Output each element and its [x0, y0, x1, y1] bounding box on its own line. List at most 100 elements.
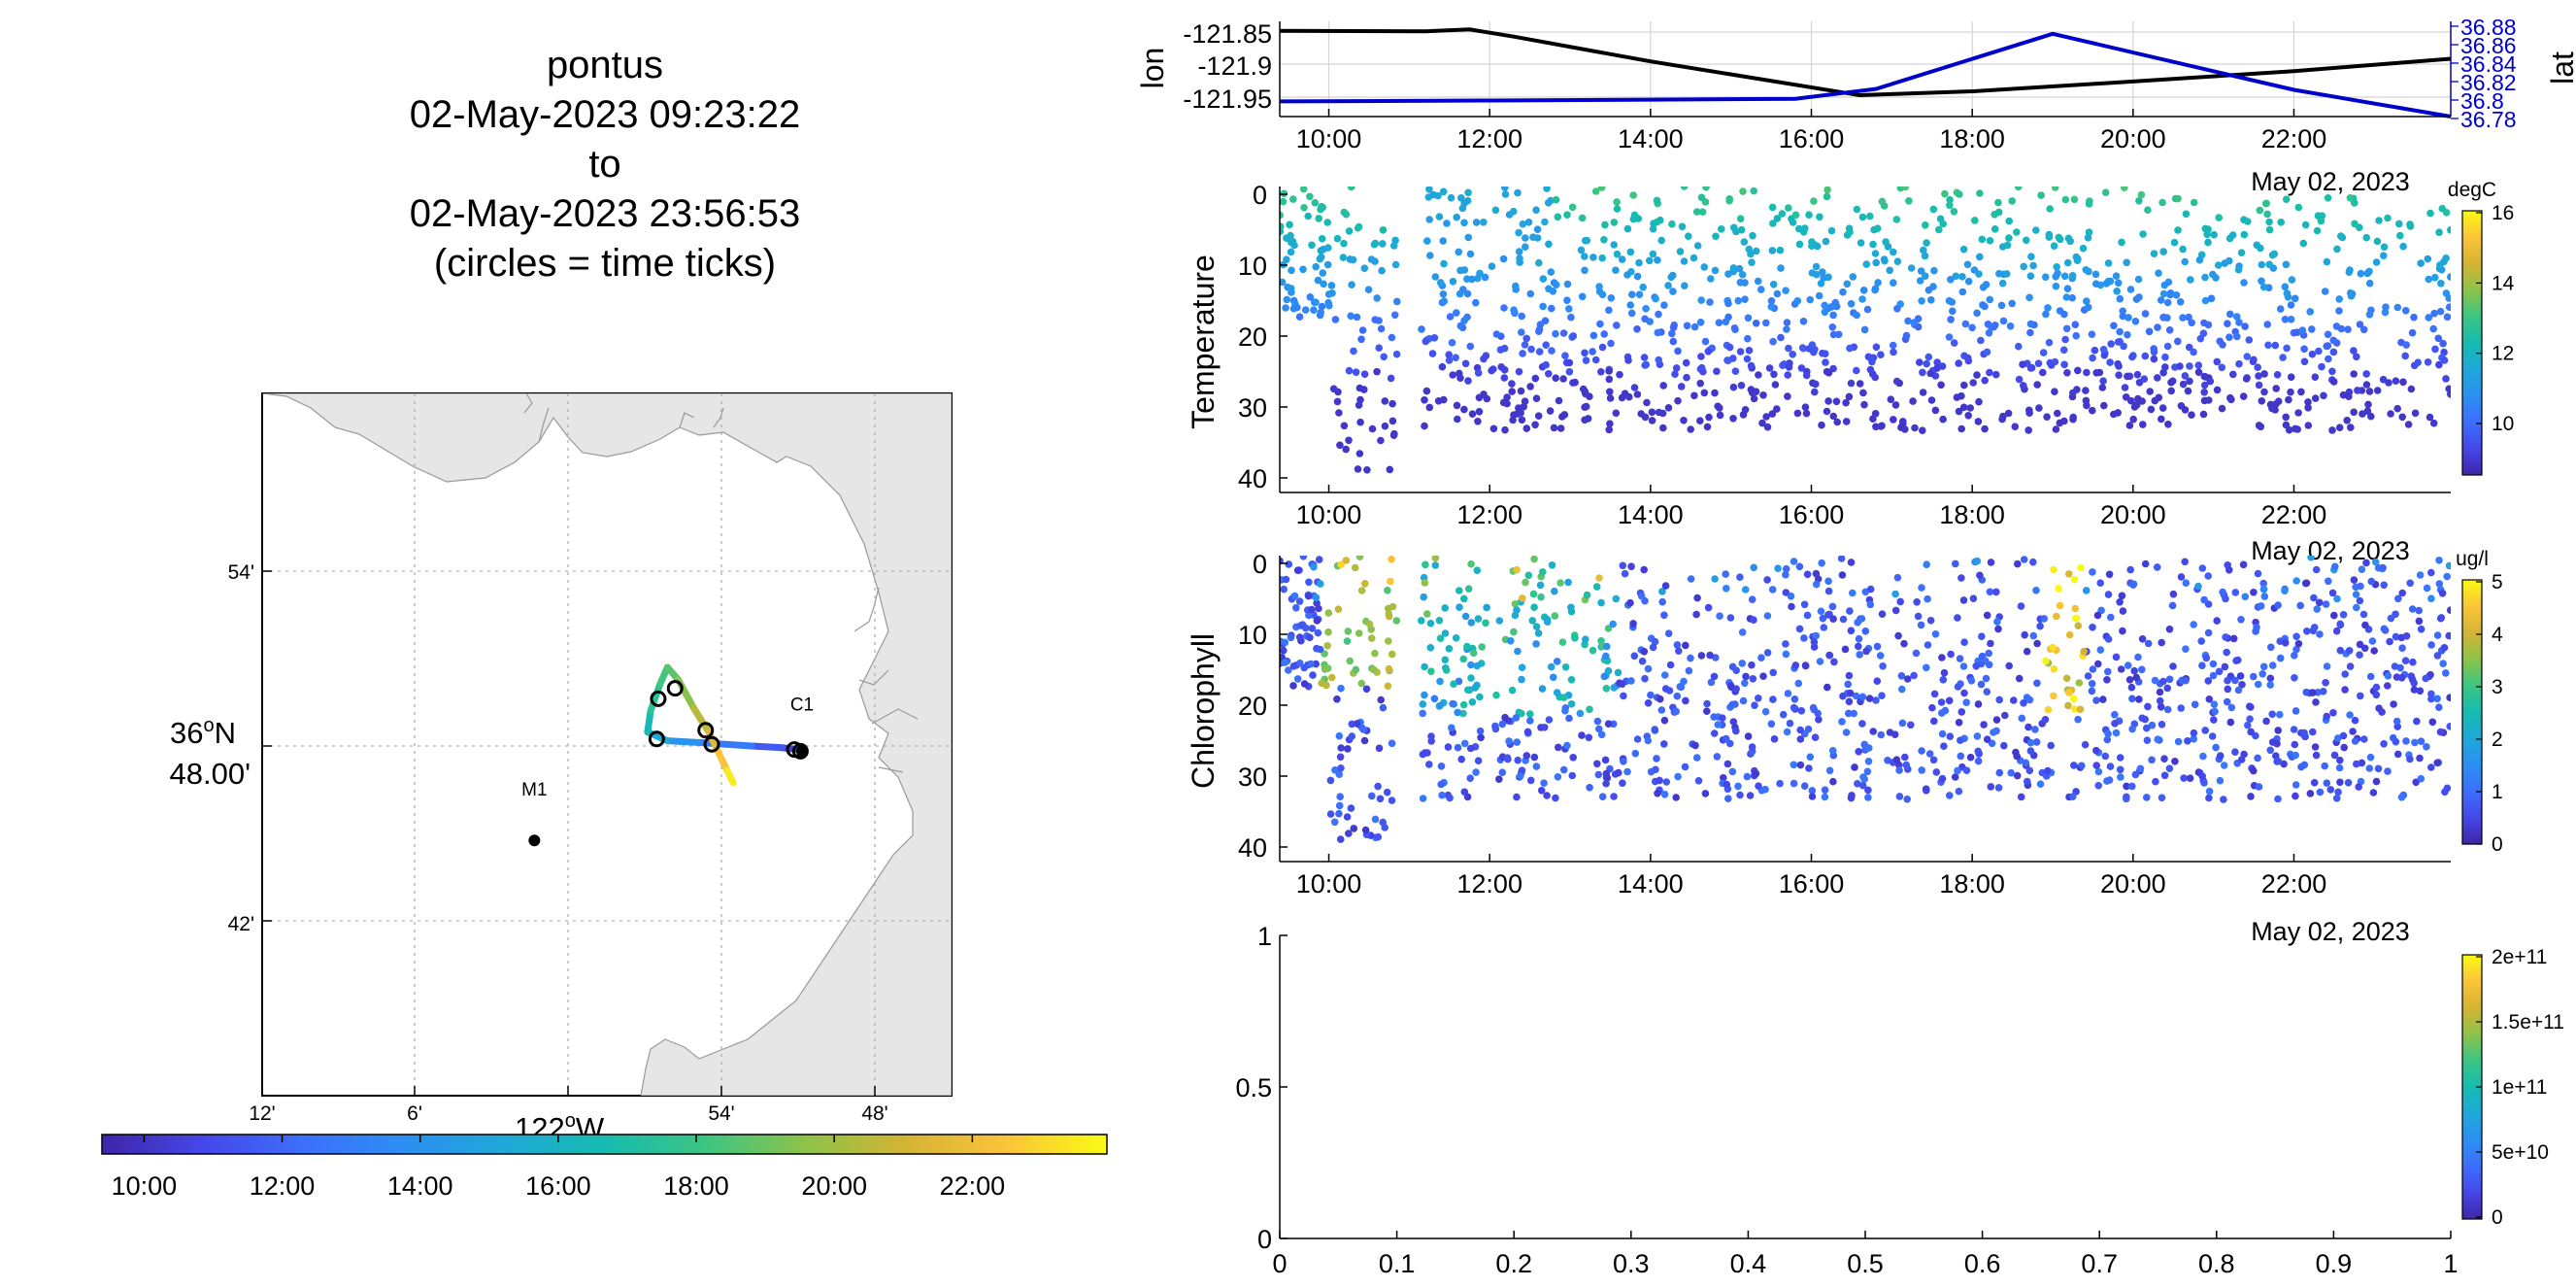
data-point	[1951, 773, 1959, 781]
data-point	[1336, 441, 1344, 450]
data-point	[2282, 413, 2290, 422]
data-point	[2068, 272, 2077, 280]
data-point	[1503, 399, 1511, 408]
data-point	[2181, 558, 2189, 566]
data-point	[2351, 716, 2359, 725]
data-point	[2328, 426, 2336, 434]
data-point	[2244, 218, 2252, 225]
data-point	[1324, 609, 1333, 617]
data-point	[1741, 586, 1750, 593]
data-point	[2204, 572, 2212, 580]
data-point	[1501, 425, 1509, 434]
data-point	[2231, 748, 2239, 756]
data-point	[2399, 378, 2407, 387]
data-point	[1313, 617, 1321, 625]
data-point	[1602, 685, 1611, 693]
data-point	[1565, 358, 1574, 367]
data-point	[1759, 672, 1767, 680]
data-point	[1864, 786, 1872, 795]
data-point	[2323, 662, 2331, 670]
data-point	[1940, 742, 1948, 750]
data-point	[1654, 328, 1662, 337]
data-point	[1790, 779, 1798, 788]
data-point	[1597, 368, 1605, 376]
data-point	[1365, 620, 1374, 628]
data-point	[2401, 352, 2409, 360]
data-point	[2089, 354, 2096, 362]
data-point	[2140, 375, 2149, 384]
data-point	[1839, 615, 1848, 624]
data-point	[2406, 755, 2414, 763]
data-point	[1713, 367, 1721, 376]
data-point	[1316, 645, 1324, 654]
data-point	[2129, 581, 2137, 589]
data-point	[1568, 203, 1577, 212]
data-point	[1924, 594, 1931, 603]
data-point	[2238, 681, 2246, 689]
data-point	[2240, 279, 2248, 287]
data-point	[1350, 347, 1357, 356]
data-point	[1736, 573, 1744, 581]
data-point	[2427, 568, 2435, 577]
data-point	[1554, 773, 1562, 781]
data-point	[1649, 250, 1657, 258]
data-point	[1513, 738, 1522, 746]
data-point	[1877, 730, 1886, 739]
data-point	[2365, 764, 2374, 772]
time-colorbar-label: 14:00	[387, 1171, 453, 1201]
data-point	[1498, 720, 1507, 729]
data-point	[1474, 418, 1482, 425]
data-point	[1595, 574, 1603, 582]
data-point	[1555, 396, 1563, 405]
data-point	[2279, 354, 2287, 361]
data-point	[2114, 338, 2123, 346]
data-point	[1769, 337, 1777, 346]
data-point	[1392, 350, 1401, 358]
data-point	[2022, 759, 2030, 767]
data-point	[2204, 628, 2213, 637]
data-point	[1463, 275, 1471, 284]
data-point	[1312, 593, 1321, 602]
data-point	[1547, 662, 1556, 671]
data-point	[1347, 804, 1355, 812]
data-point	[1710, 729, 1719, 737]
time-tick-circle	[648, 730, 665, 748]
data-point	[1425, 186, 1433, 193]
data-point	[1779, 710, 1788, 719]
data-point	[1973, 371, 1981, 379]
data-point	[2084, 303, 2092, 312]
data-point	[1687, 575, 1695, 583]
data-point	[1435, 213, 1444, 220]
xtick-label: 18:00	[1939, 869, 2005, 898]
data-point	[2437, 614, 2446, 622]
data-point	[2250, 766, 2258, 775]
data-point	[2152, 777, 2159, 786]
empty-xticks: 0 0.1 0.2 0.3 0.4 0.5 0.6 0.7 0.8 0.9 1	[1272, 1231, 2459, 1278]
data-point	[1653, 218, 1661, 226]
data-point	[1342, 557, 1351, 564]
data-point	[2442, 254, 2450, 262]
data-point	[1288, 288, 1295, 296]
data-point	[1420, 593, 1427, 601]
data-point	[2150, 355, 2158, 363]
data-point	[2141, 559, 2150, 568]
data-point	[2294, 409, 2302, 417]
data-point	[2332, 322, 2341, 330]
data-point	[2185, 313, 2192, 322]
data-point	[1517, 387, 1525, 395]
data-point	[1659, 424, 1667, 432]
data-point	[1323, 642, 1331, 650]
data-point	[1455, 603, 1463, 611]
data-point	[1802, 409, 1811, 418]
data-point	[1589, 331, 1598, 340]
data-point	[2443, 313, 2451, 322]
data-point	[1453, 401, 1461, 410]
data-point	[2221, 259, 2228, 267]
data-point	[1933, 364, 1941, 372]
data-point	[1582, 356, 1590, 364]
data-point	[2001, 711, 2009, 720]
data-point	[1543, 618, 1552, 626]
xtick-label: 0.3	[1613, 1249, 1650, 1278]
data-point	[1941, 706, 1950, 715]
data-point	[2100, 351, 2109, 359]
